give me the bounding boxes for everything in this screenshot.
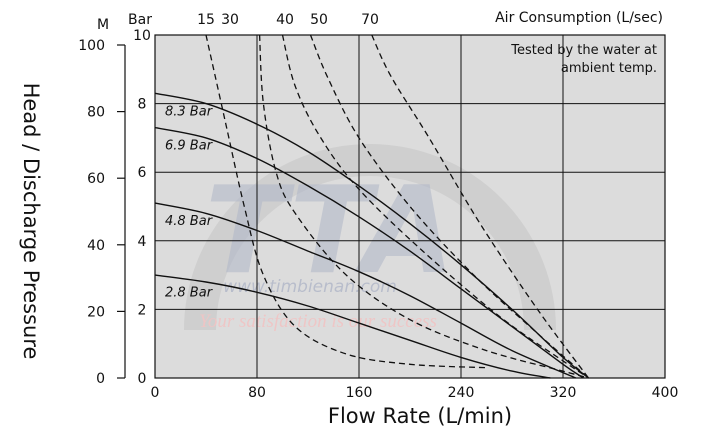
air-label-15: 15 bbox=[197, 12, 215, 28]
watermark-gear bbox=[184, 144, 556, 331]
pressure-curve-8.3-Bar bbox=[154, 92, 589, 379]
pressure-curves: 8.3 Bar 6.9 Bar 4.8 Bar 2.8 Bar bbox=[154, 92, 589, 379]
y-left-unit: M bbox=[97, 17, 109, 33]
y-left-tick-label-80: 80 bbox=[87, 105, 105, 121]
air-curve-40 bbox=[281, 34, 589, 379]
y-left-tick-label-0: 0 bbox=[96, 371, 105, 387]
y-bar-tick-label-0: 0 bbox=[138, 371, 147, 387]
watermark-url: www.timbienan.com bbox=[223, 277, 397, 297]
watermark: TTA www.timbienan.com Your satisfaction … bbox=[184, 144, 556, 332]
y-left-tick-label-100: 100 bbox=[78, 38, 105, 54]
air-consumption-curves bbox=[205, 34, 590, 379]
pressure-curve-2.8-Bar bbox=[154, 274, 551, 379]
pressure-curve-4.8-Bar bbox=[154, 202, 577, 379]
air-label-30: 30 bbox=[221, 12, 239, 28]
watermark-logo: TTA bbox=[205, 162, 455, 301]
y-axis-title: Head / Discharge Pressure bbox=[19, 83, 43, 360]
y-bar-tick-label-4: 4 bbox=[138, 234, 147, 250]
x-tick-label-80: 80 bbox=[248, 385, 266, 401]
pressure-curve-6.9-Bar bbox=[154, 126, 584, 379]
y-left-tick-label-40: 40 bbox=[87, 238, 105, 254]
air-label-40: 40 bbox=[276, 12, 294, 28]
y-bar-tick-label-2: 2 bbox=[138, 302, 147, 318]
air-consumption-labels: 15 30 40 50 70 bbox=[197, 12, 379, 28]
y-bar-unit: Bar bbox=[128, 12, 152, 28]
y-left-tick-label-60: 60 bbox=[87, 171, 105, 187]
y-left-tick-label-20: 20 bbox=[87, 304, 105, 320]
pressure-label-8.3-Bar: 8.3 Bar bbox=[165, 104, 214, 119]
test-note-line-1: Tested by the water at bbox=[510, 43, 657, 58]
x-tick-label-160: 160 bbox=[346, 385, 373, 401]
x-tick-label-320: 320 bbox=[550, 385, 577, 401]
air-label-70: 70 bbox=[361, 12, 379, 28]
x-tick-label-240: 240 bbox=[448, 385, 475, 401]
air-label-50: 50 bbox=[310, 12, 328, 28]
y-bar-ticks: 0 2 4 6 8 10 bbox=[133, 28, 151, 387]
grid-lines bbox=[155, 35, 665, 378]
x-tick-label-0: 0 bbox=[151, 385, 160, 401]
watermark-slogan: Your satisfaction is our success bbox=[199, 311, 437, 332]
pressure-label-2.8-Bar: 2.8 Bar bbox=[165, 285, 214, 300]
y-bar-tick-label-6: 6 bbox=[138, 165, 147, 181]
air-curve-70 bbox=[371, 34, 590, 379]
air-curve-15 bbox=[205, 34, 487, 369]
pressure-label-4.8-Bar: 4.8 Bar bbox=[165, 214, 214, 229]
y-bar-tick-label-8: 8 bbox=[138, 97, 147, 113]
air-consumption-title: Air Consumption (L/sec) bbox=[495, 10, 663, 26]
air-curve-30 bbox=[258, 34, 589, 379]
y-bar-tick-label-10: 10 bbox=[133, 28, 151, 44]
pressure-label-6.9-Bar: 6.9 Bar bbox=[165, 139, 214, 154]
x-axis-title: Flow Rate (L/min) bbox=[328, 404, 512, 428]
y-left-ticks: 0 20 40 60 80 100 bbox=[78, 38, 125, 387]
x-tick-label-400: 400 bbox=[652, 385, 679, 401]
x-ticks: 0 80 160 240 320 400 bbox=[151, 385, 679, 401]
test-note-line-2: ambient temp. bbox=[561, 61, 657, 76]
